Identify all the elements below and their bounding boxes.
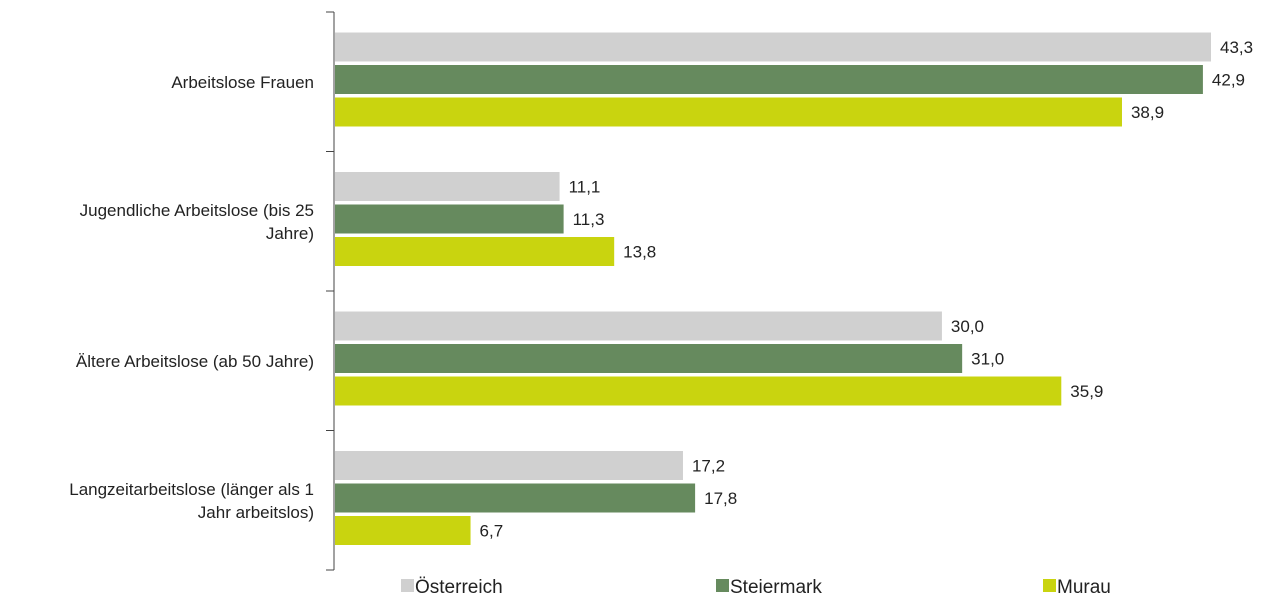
value-label: 30,0 (951, 317, 984, 336)
legend-swatch (401, 579, 414, 592)
legend-label: Steiermark (730, 577, 822, 598)
legend: Österreich Steiermark Murau (401, 577, 1111, 598)
bar (335, 344, 963, 373)
category-label: Arbeitslose Frauen (171, 73, 314, 92)
bar (335, 97, 1122, 127)
bar (335, 376, 1062, 406)
bar (335, 32, 1211, 62)
value-label: 31,0 (971, 350, 1004, 369)
category-label: Ältere Arbeitslose (ab 50 Jahre) (76, 352, 314, 371)
y-axis (326, 11, 335, 571)
value-label: 13,8 (623, 243, 656, 262)
bar (335, 451, 683, 480)
value-label: 38,9 (1131, 103, 1164, 122)
category-label: Jahr arbeitslos) (198, 503, 314, 522)
category-labels: Arbeitslose Frauen Jugendliche Arbeitslos… (69, 73, 314, 522)
category-label: Jugendliche Arbeitslose (bis 25 (80, 201, 314, 220)
bars (335, 32, 1211, 545)
legend-swatch (1043, 579, 1056, 592)
value-label: 42,9 (1212, 71, 1245, 90)
category-label: Langzeitarbeitslose (länger als 1 (69, 480, 314, 499)
legend-label: Murau (1057, 577, 1111, 598)
value-label: 11,1 (569, 178, 601, 197)
value-labels: 43,3 42,9 38,9 11,1 11,3 13,8 30,0 31,0 35,9 17,2… (480, 38, 1254, 541)
bar (335, 237, 615, 266)
value-label: 6,7 (480, 522, 504, 541)
bar (335, 311, 942, 341)
legend-swatch (716, 579, 729, 592)
category-label: Jahre) (266, 224, 314, 243)
bar (335, 204, 564, 234)
legend-label: Österreich (415, 577, 503, 598)
bar (335, 65, 1203, 94)
value-label: 11,3 (573, 210, 605, 229)
bar (335, 172, 560, 201)
bar (335, 483, 696, 513)
value-label: 17,2 (692, 457, 725, 476)
value-label: 43,3 (1220, 38, 1253, 57)
value-label: 17,8 (704, 489, 737, 508)
bar (335, 516, 471, 545)
value-label: 35,9 (1070, 382, 1103, 401)
